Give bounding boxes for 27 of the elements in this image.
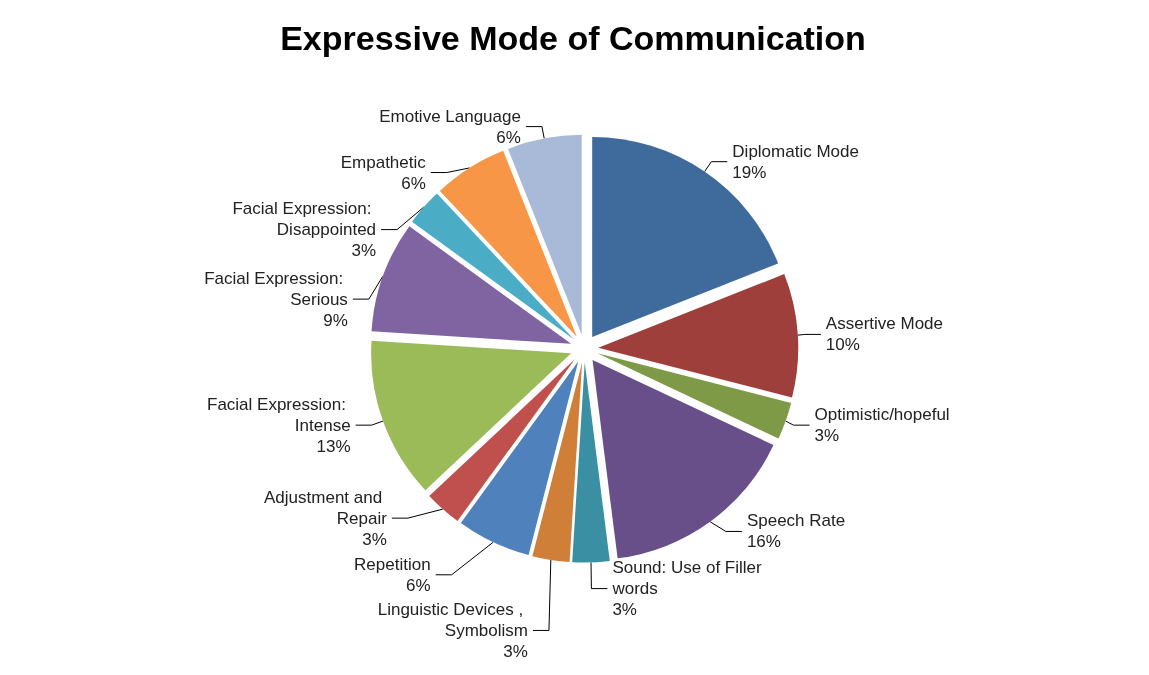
slice-label: Optimistic/hopeful	[814, 405, 950, 425]
data-label: 3%	[362, 529, 387, 549]
data-label: 6%	[406, 575, 431, 595]
slice-label: Diplomatic Mode	[732, 141, 859, 161]
data-label: 9%	[323, 310, 348, 330]
data-label: 3%	[612, 600, 637, 620]
data-label: 13%	[316, 436, 351, 456]
data-label: 3%	[351, 241, 377, 261]
slice-label: Repetition	[354, 554, 431, 574]
slice-label: Speech Rate	[746, 511, 846, 531]
slice-label: Assertive Mode	[825, 314, 944, 334]
slice-label: Adjustment and Repair	[264, 487, 388, 528]
data-label: 10%	[825, 335, 860, 355]
slice-label: Facial Expression: Intense	[207, 394, 351, 435]
slice-label: Facial Expression: Disappointed	[232, 199, 377, 240]
data-label: 6%	[496, 127, 521, 147]
data-label: 16%	[746, 532, 781, 552]
slice-label: Facial Expression: Serious	[204, 268, 348, 309]
chart-title: Expressive Mode of Communication	[280, 19, 866, 57]
data-label: 19%	[732, 162, 767, 182]
data-label: 3%	[503, 641, 528, 661]
data-label: 3%	[814, 426, 840, 446]
slice-label: Linguistic Devices , Symbolism	[377, 599, 528, 640]
data-label: 6%	[401, 173, 426, 193]
slice-label: Emotive Language	[379, 106, 521, 126]
slice-label: Sound: Use of Filler words	[611, 558, 767, 599]
slice-label: Empathetic	[340, 152, 427, 172]
